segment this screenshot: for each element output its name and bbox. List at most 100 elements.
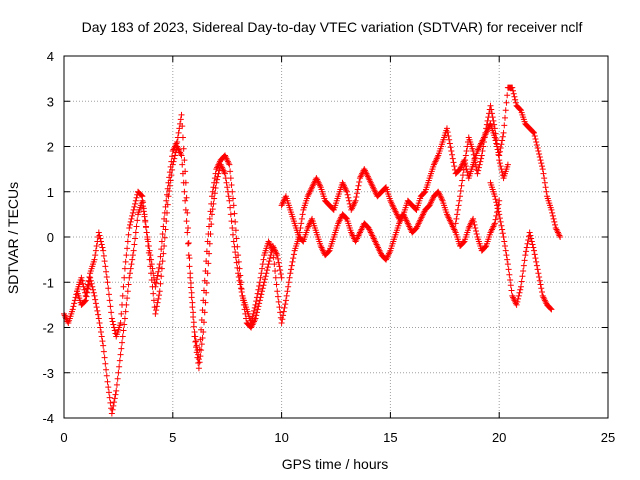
data-point [133,223,140,230]
y-tick-label: 1 [47,185,54,200]
data-point [96,319,103,326]
data-point [211,195,218,202]
data-point [276,263,283,270]
data-point [290,251,297,258]
data-point [127,221,134,228]
data-point [155,268,162,275]
data-point [262,273,269,280]
data-point [108,315,115,322]
data-point [530,129,537,136]
data-point [84,286,91,293]
data-point [535,270,542,277]
data-point [254,290,261,297]
data-point [481,134,488,141]
data-point [119,339,126,346]
data-point [534,145,541,152]
data-point [227,204,234,211]
data-point [156,261,163,268]
data-point [520,262,527,269]
y-tick-label: -3 [42,366,54,381]
data-point [513,301,520,308]
data-point [123,301,130,308]
data-point [278,274,285,281]
data-point [113,387,120,394]
x-tick-label: 10 [274,430,288,445]
data-point [128,215,135,222]
data-point [158,246,165,253]
data-point [188,294,195,301]
data-point [97,329,104,336]
data-point [538,289,545,296]
data-point [264,267,271,274]
x-tick-label: 5 [169,430,176,445]
data-point [228,218,235,225]
data-point [448,148,455,155]
y-tick-label: 0 [47,230,54,245]
data-point [148,270,155,277]
data-point [447,144,454,151]
data-point [446,140,453,147]
data-point [526,229,533,236]
data-point [231,243,238,250]
data-point [155,295,162,302]
data-point [110,321,117,328]
data-point [148,276,155,283]
data-point [444,129,451,136]
data-point [500,234,507,240]
series-track-2 [74,143,285,417]
data-point [509,87,516,94]
data-point [502,107,509,114]
y-tick-label: -1 [42,275,54,290]
data-point [201,309,208,316]
data-point [533,262,540,269]
data-point [463,148,470,155]
data-point [103,268,110,275]
data-point [557,234,564,240]
data-point [165,193,172,200]
data-point [166,182,173,189]
data-point [97,238,104,245]
data-point [259,265,266,272]
data-point [230,195,237,202]
data-point [272,267,279,274]
data-point [189,304,196,311]
data-point [538,160,545,167]
data-point [531,132,538,139]
data-point [231,210,238,217]
data-point [277,270,284,277]
data-point [255,303,262,310]
data-point [187,274,194,281]
data-point [109,406,116,413]
data-point [101,354,108,361]
y-tick-label: -4 [42,411,54,426]
data-point [477,158,484,165]
data-point [515,295,522,302]
data-point [263,270,270,277]
data-point [277,309,284,316]
data-point [103,372,110,379]
data-point [107,399,114,406]
data-point [281,304,288,311]
y-tick-label: 3 [47,94,54,109]
data-point [267,252,274,259]
data-point [69,306,76,313]
data-point [471,155,478,162]
data-point [497,163,504,170]
data-point [79,280,86,287]
data-point [200,329,207,336]
data-point [534,266,541,273]
data-point [488,110,495,117]
data-point [139,197,146,204]
data-point [542,184,549,191]
data-point [100,252,107,259]
data-point [516,289,523,296]
data-point [547,305,554,312]
data-point [206,215,213,222]
data-point [71,300,78,307]
data-point [230,231,237,238]
y-tick-labels: -4 -3 -2 -1 0 1 2 3 4 [42,49,54,426]
data-point [494,202,501,209]
data-point [210,200,217,207]
data-point [507,282,514,289]
